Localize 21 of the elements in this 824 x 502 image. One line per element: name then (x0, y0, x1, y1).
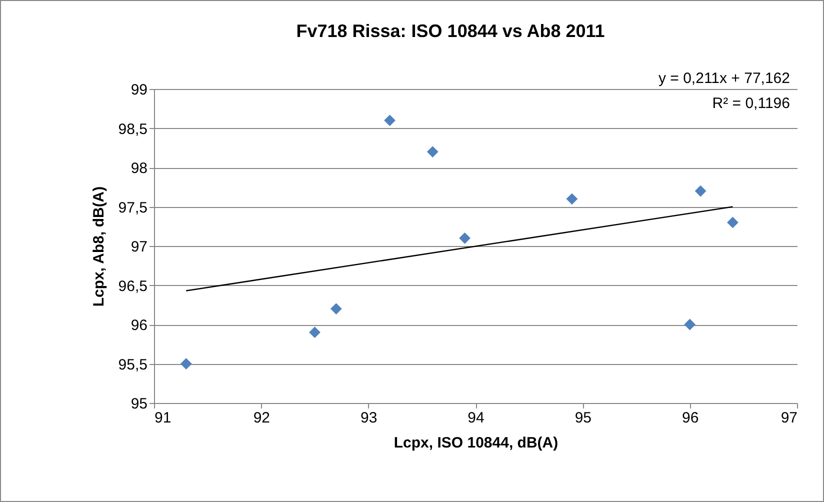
x-axis-title: Lcpx, ISO 10844, dB(A) (394, 434, 558, 452)
y-tick-label: 97,5 (118, 199, 148, 216)
x-tick-label: 91 (154, 410, 172, 426)
annotation: R² = 0,1196 (712, 95, 790, 112)
y-tick-label: 99 (130, 82, 148, 98)
y-tick-label: 98 (130, 160, 148, 177)
y-axis-title: Lcpx, Ab8, dB(A) (90, 186, 108, 307)
y-tick-label: 95 (130, 396, 148, 412)
x-tick-label: 93 (360, 410, 378, 426)
x-tick-label: 94 (468, 410, 484, 426)
y-tick-label: 96 (130, 317, 148, 334)
x-tick-label: 97 (780, 410, 798, 426)
x-tick-label: 95 (574, 410, 592, 426)
x-tick-label: 96 (682, 410, 699, 426)
text: y = 0,211x + 77,162 (658, 70, 790, 87)
y-tick-label: 95,5 (118, 356, 148, 374)
chart-title: Fv718 Rissa: ISO 10844 vs Ab8 2011 (296, 21, 605, 41)
y-tick-label: 97 (130, 238, 148, 256)
y-tick-label: 98,5 (118, 120, 148, 138)
x-tick-label: 92 (253, 410, 270, 426)
y-tick-label: 96,5 (118, 278, 148, 295)
